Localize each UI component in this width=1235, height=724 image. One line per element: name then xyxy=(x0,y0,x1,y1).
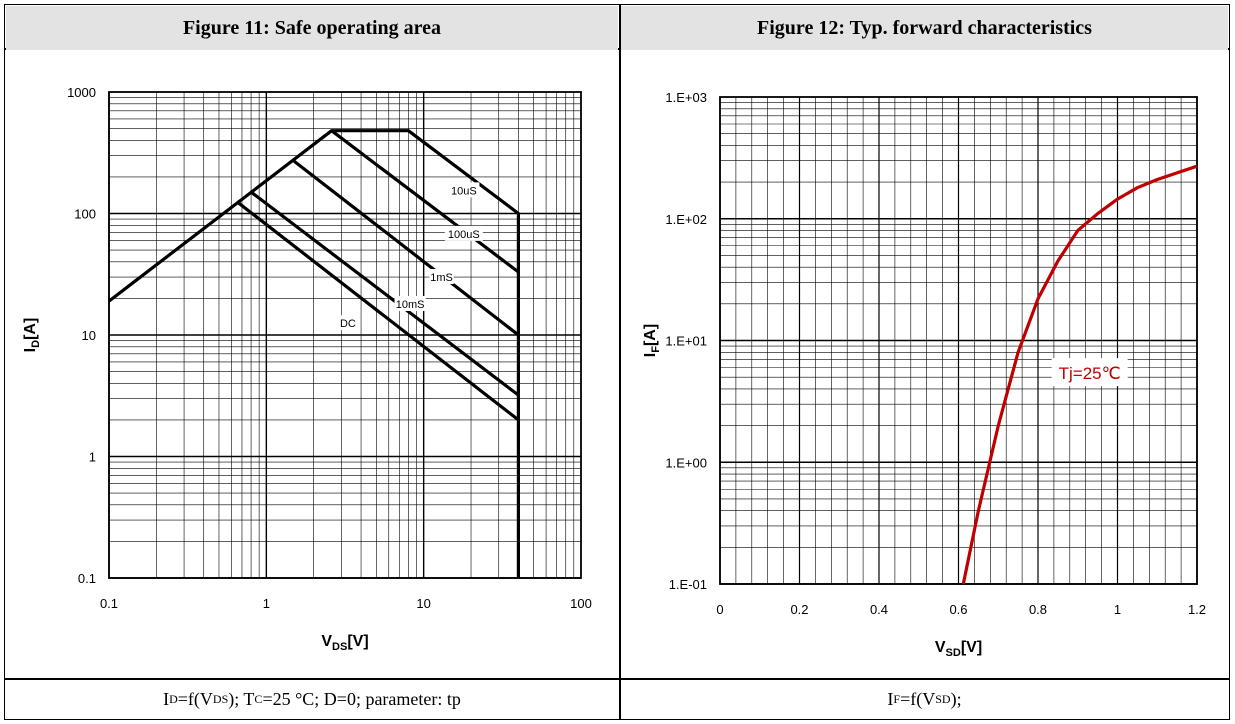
fwd-y-tick-label: 1.E+03 xyxy=(665,90,707,105)
fwd-x-tick-label: 1 xyxy=(1114,602,1121,617)
fwd-annotation-label: Tj=25℃ xyxy=(1059,364,1121,383)
fwd-x-tick-label: 1.2 xyxy=(1188,602,1206,617)
fwd-x-tick-label: 0.4 xyxy=(870,602,888,617)
fwd-x-tick-label: 0.6 xyxy=(949,602,967,617)
fwd-y-axis-label: IF[A] xyxy=(642,324,662,357)
right-caption-t4: ); xyxy=(951,689,962,710)
fwd-y-tick-label: 1.E+02 xyxy=(665,212,707,227)
left-caption-t5: C xyxy=(254,692,262,707)
right-caption-t3: SD xyxy=(935,692,950,707)
left-caption-t6: =25 °C; D=0; parameter: tp xyxy=(262,689,460,710)
left-caption-t3: DS xyxy=(213,692,228,707)
left-caption-t2: =f(V xyxy=(178,689,213,710)
right-caption-t2: =f(V xyxy=(900,689,935,710)
fwd-y-tick-label: 1.E+01 xyxy=(665,334,707,349)
fwd-x-tick-label: 0.2 xyxy=(790,602,808,617)
right-caption-t1: F xyxy=(893,692,900,707)
left-caption-t1: D xyxy=(169,692,178,707)
right-caption: I F =f(V SD); xyxy=(621,680,1228,718)
fwd-x-tick-label: 0 xyxy=(716,602,723,617)
fwd-x-axis-label: VSD[V] xyxy=(935,639,982,659)
fwd-y-tick-label: 1.E-01 xyxy=(669,577,707,592)
left-caption: I D =f(V DS); T C =25 °C; D=0; parameter: tp xyxy=(6,680,618,718)
fwd-y-tick-label: 1.E+00 xyxy=(665,455,707,470)
fwd-x-tick-label: 0.8 xyxy=(1029,602,1047,617)
left-caption-t4: ); T xyxy=(228,689,254,710)
forward-characteristics-chart: 0 0.2 0.4 0.6 0.8 1 1.2 1.E-01 1.E+00 1.E+01 1.E+0… xyxy=(0,0,1235,680)
